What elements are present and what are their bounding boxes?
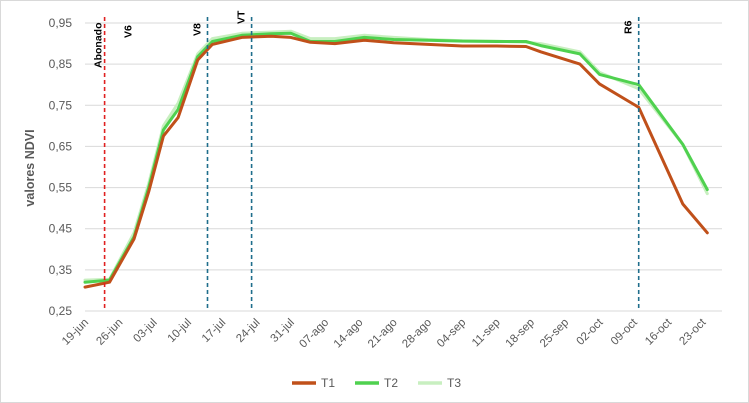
x-tick-label: 18-sep — [504, 317, 537, 350]
legend: T1 T2 T3 — [292, 376, 461, 390]
y-tick-label: 0,35 — [49, 263, 73, 277]
x-tick-label: 21-ago — [366, 317, 400, 351]
y-axis-label: valores NDVI — [23, 129, 37, 206]
x-tick-label: 14-ago — [332, 317, 366, 351]
x-tick-label: 25-sep — [538, 317, 571, 350]
series-line-t3 — [83, 29, 709, 282]
x-tick-label: 07-ago — [297, 317, 331, 351]
series-line-t1 — [83, 34, 709, 289]
x-axis-tick-labels: 19-jun 26-jun 03-jul 10-jul 17-jul 24-jul 31-j… — [60, 316, 709, 350]
x-tick-label: 11-sep — [470, 317, 503, 350]
x-tick-label: 03-jul — [131, 317, 159, 345]
y-tick-label: 0,65 — [49, 139, 73, 153]
x-tick-label: 26-jun — [94, 317, 125, 348]
event-markers: Abonado V6 V8 VT R6 — [93, 10, 640, 311]
series-line-t2 — [83, 31, 709, 284]
y-axis-tick-labels: 0,25 0,35 0,45 0,55 0,65 0,75 0,85 0,95 — [49, 16, 73, 318]
legend-label-t2: T2 — [384, 376, 398, 390]
x-tick-label: 10-jul — [166, 317, 194, 345]
series-lines — [83, 29, 709, 289]
x-tick-label: 04-sep — [435, 317, 468, 350]
y-tick-label: 0,95 — [49, 16, 73, 30]
event-label-abonado: Abonado — [93, 22, 105, 68]
x-tick-label: 31-jul — [269, 317, 297, 345]
x-tick-label: 16-oct — [643, 316, 675, 348]
x-tick-label: 02-oct — [575, 316, 607, 348]
y-tick-label: 0,75 — [49, 98, 73, 112]
event-label-v8: V8 — [192, 23, 204, 36]
legend-label-t1: T1 — [321, 376, 335, 390]
y-tick-label: 0,85 — [49, 57, 73, 71]
gridlines — [85, 22, 722, 312]
event-label-vt: VT — [236, 10, 248, 24]
legend-label-t3: T3 — [447, 376, 461, 390]
x-tick-label: 23-oct — [677, 316, 709, 348]
y-tick-label: 0,25 — [49, 304, 73, 318]
event-label-v6: V6 — [123, 25, 135, 38]
y-tick-label: 0,45 — [49, 222, 73, 236]
x-tick-label: 28-ago — [400, 317, 434, 351]
x-tick-label: 19-jun — [60, 317, 91, 348]
x-tick-label: 09-oct — [609, 316, 641, 348]
x-tick-label: 24-jul — [234, 317, 262, 345]
x-tick-label: 17-jul — [200, 317, 228, 345]
y-tick-label: 0,55 — [49, 181, 73, 195]
event-label-r6: R6 — [623, 20, 635, 34]
